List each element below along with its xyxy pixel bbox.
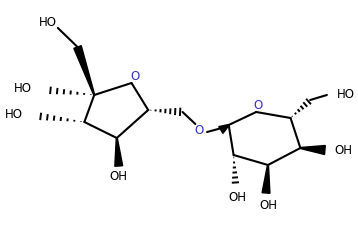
Polygon shape xyxy=(74,46,95,95)
Text: HO: HO xyxy=(14,82,32,95)
Polygon shape xyxy=(115,138,123,166)
Text: OH: OH xyxy=(228,190,247,204)
Text: OH: OH xyxy=(335,144,353,157)
Text: HO: HO xyxy=(5,107,23,121)
Polygon shape xyxy=(219,124,229,133)
Polygon shape xyxy=(300,145,325,154)
Text: O: O xyxy=(131,69,140,82)
Text: O: O xyxy=(253,99,263,111)
Polygon shape xyxy=(262,165,270,193)
Text: OH: OH xyxy=(259,199,277,211)
Text: HO: HO xyxy=(39,17,57,29)
Text: O: O xyxy=(195,124,204,137)
Text: HO: HO xyxy=(337,87,355,101)
Text: OH: OH xyxy=(110,169,128,183)
